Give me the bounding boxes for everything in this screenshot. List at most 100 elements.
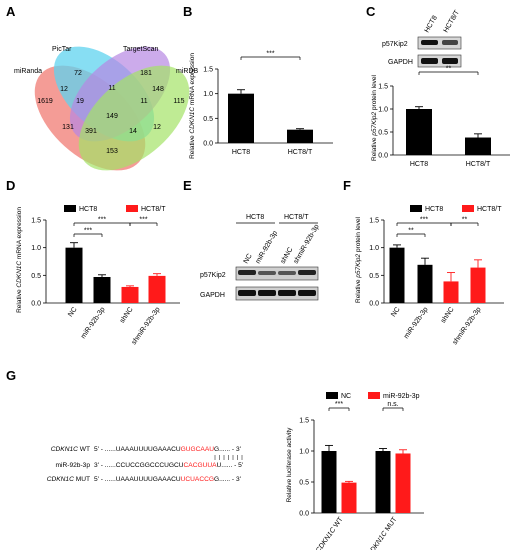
blot-c-lane-label: HCT8/T: [443, 9, 462, 34]
venn-count-only-targetscan: 181: [140, 70, 152, 77]
chart-g: 0.0 0.5 1.0 1.5 Relative luciferase activity…: [286, 392, 424, 550]
bar: [341, 482, 357, 513]
legend-swatch: [462, 205, 474, 212]
venn-count-miranda-targetscan: 131: [62, 124, 74, 131]
blot-e-band: [298, 270, 316, 275]
sequence-alignment: CDKN1C WT 5' - ......UAAAUUUUGAAACUGUGCA…: [47, 446, 243, 483]
bar: [389, 247, 405, 303]
chart-d: 0.0 0.5 1.0 1.5 Relative CDKN1C mRNA express…: [16, 205, 180, 346]
significance-label: ***: [335, 401, 343, 408]
x-tick-label: shmiR-92b-3p: [131, 306, 162, 346]
significance-label: ***: [98, 217, 106, 224]
x-tick-label: HCT8: [410, 161, 428, 168]
blot-e-group-label: HCT8: [246, 214, 264, 221]
significance-label: ***: [420, 217, 428, 224]
venn-label-mirdb: miRDB: [176, 68, 198, 75]
legend-swatch: [368, 392, 380, 399]
y-axis-label: Relative p57Kip2 protein level: [371, 74, 378, 161]
seq-name: miR-92b-3p: [56, 462, 91, 469]
venn-label-pictar: PicTar: [52, 46, 72, 53]
y-tick-label: 1.0: [299, 449, 309, 456]
panel-label-b: B: [183, 4, 192, 19]
x-tick-label: NC: [390, 306, 402, 318]
legend-swatch: [326, 392, 338, 399]
y-tick-label: 0.5: [369, 273, 379, 280]
y-axis-label-part: p57Kip2: [355, 253, 362, 278]
blot-e-band: [258, 290, 276, 296]
y-tick-label: 0.5: [31, 273, 41, 280]
venn-count-only-pictar: 72: [74, 70, 82, 77]
significance-label: ***: [266, 51, 274, 58]
y-axis-label-part: mRNA expression: [189, 53, 196, 107]
significance-label: n.s.: [387, 401, 398, 408]
legend-swatch: [410, 205, 422, 212]
bar: [148, 275, 166, 303]
venn-count-all: 149: [106, 113, 118, 120]
bar: [321, 451, 337, 513]
y-axis-label-part: protein level: [355, 216, 362, 253]
venn-count-only-miranda: 1619: [37, 98, 53, 105]
y-tick-label: 1.5: [31, 218, 41, 225]
significance-label: **: [462, 217, 468, 224]
panel-label-f: F: [343, 178, 351, 193]
blot-e-band-label: p57Kip2: [200, 272, 226, 279]
blot-e-group-label: HCT8/T: [284, 214, 309, 221]
venn-count-mpd: 391: [85, 128, 97, 135]
blot-e-lane-label: shmiR-92b-3p: [293, 223, 321, 265]
blot-e-band: [298, 290, 316, 296]
blot-e-band: [238, 290, 256, 296]
y-tick-label: 0.5: [203, 116, 213, 123]
y-tick-label: 1.0: [31, 245, 41, 252]
x-tick-label: HCT8/T: [288, 149, 313, 156]
blot-e-band: [278, 290, 296, 296]
y-tick-label: 1.0: [369, 245, 379, 252]
bar: [395, 453, 411, 513]
chart-b: 0.0 0.5 1.0 1.5 Relative CDKN1C mRNA express…: [189, 51, 333, 159]
seq-text: 5' - ......UAAAUUUUGAAACUUCUACCGG...... …: [94, 476, 241, 483]
x-tick-label: CDKN1C WT: [315, 516, 345, 550]
legend-label: HCT8/T: [477, 206, 502, 213]
bar: [465, 137, 491, 155]
y-axis-label-part: p57Kip2: [371, 111, 378, 136]
seq-text: 3' - ......CCUCCGGCCCUGCUCACGUUAU...... …: [94, 462, 243, 469]
blot-e-lane-label: miR-92b-3p: [255, 230, 279, 265]
bar: [65, 247, 83, 303]
y-tick-label: 1.5: [203, 67, 213, 74]
legend-label: miR-92b-3p: [383, 393, 420, 400]
blot-e-band: [238, 270, 256, 275]
y-axis-label-part: mRNA expression: [16, 207, 23, 261]
blot-e-band-label: GAPDH: [200, 292, 225, 299]
y-axis-label-part: CDKN1C: [16, 261, 23, 288]
blot-c-band-label: p57Kip2: [382, 41, 408, 48]
venn-count-miranda-mirdb: 153: [106, 148, 118, 155]
legend-label: HCT8: [79, 206, 97, 213]
x-tick-label: NC: [67, 306, 79, 318]
y-tick-label: 1.5: [369, 218, 379, 225]
panel-label-e: E: [183, 178, 192, 193]
blot-e: HCT8 HCT8/T NC miR-92b-3p shNC shmiR-92b…: [200, 214, 321, 301]
venn-count-miranda-pictar: 12: [60, 86, 68, 93]
venn-set-mirdb: [78, 65, 190, 171]
blot-c-band: [442, 40, 458, 45]
y-axis-label: Relative CDKN1C mRNA expression: [16, 207, 23, 313]
y-tick-label: 0.0: [299, 511, 309, 518]
y-axis-label: Relative p57Kip2 protein level: [355, 216, 362, 303]
bar: [470, 267, 486, 303]
panel-label-d: D: [6, 178, 15, 193]
y-tick-label: 1.0: [378, 107, 388, 114]
significance-label: **: [408, 228, 414, 235]
x-tick-label-part: WT: [332, 516, 346, 531]
significance-label: ***: [84, 228, 92, 235]
venn-count-only-mirdb: 115: [173, 98, 184, 105]
y-axis-label-part: CDKN1C: [189, 107, 196, 134]
y-tick-label: 0.0: [203, 141, 213, 148]
venn-diagram: miRanda PicTar TargetScan miRDB 1619 72 …: [14, 46, 198, 171]
blot-e-lane-label: NC: [243, 253, 254, 265]
blot-c-band: [421, 58, 438, 64]
bar: [375, 451, 391, 513]
bar: [93, 276, 111, 303]
blot-c-band: [442, 58, 458, 64]
seq-name: CDKN1C WT: [51, 446, 90, 453]
